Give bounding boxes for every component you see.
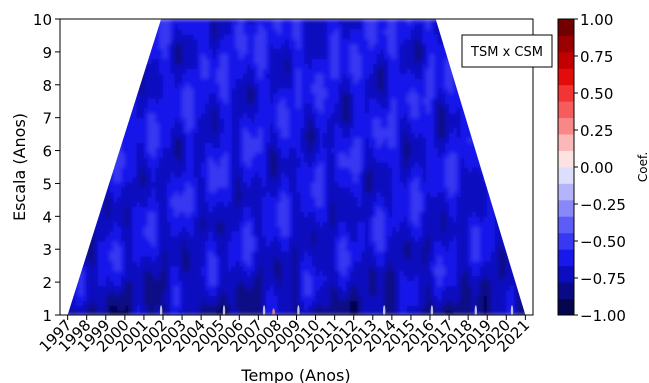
x-axis: 1997199819992000200120022003200420052006… (36, 315, 533, 356)
y-tick-label: 1 (42, 307, 52, 325)
colorbar-segment (558, 84, 574, 102)
colorbar: −1.00 −0.75 −0.50 −0.25 0.00 0.25 0.50 0.75 1.00 (557, 11, 626, 325)
colorbar-tick-label: −1.00 (580, 307, 626, 325)
colorbar-tick-label: 0.00 (580, 159, 613, 177)
y-axis: 1 2 3 4 5 6 7 8 9 10 (33, 11, 60, 325)
colorbar-segment (558, 19, 574, 36)
colorbar-tick-label: 0.75 (580, 48, 613, 66)
y-tick-label: 7 (42, 110, 52, 128)
x-axis-label: Tempo (Anos) (240, 366, 350, 383)
y-tick-label: 10 (33, 11, 52, 29)
colorbar-tick-label: 0.50 (580, 85, 613, 103)
colorbar-tick-label: −0.75 (580, 270, 626, 288)
colorbar-segment (558, 51, 574, 69)
colorbar-segment (558, 232, 574, 250)
colorbar-segment (558, 249, 574, 267)
colorbar-segment (558, 265, 574, 283)
y-axis-label: Escala (Anos) (10, 113, 29, 221)
y-tick-label: 5 (42, 175, 52, 193)
annotation-box: TSM x CSM (461, 34, 553, 68)
colorbar-segment (558, 199, 574, 217)
colorbar-segment (558, 150, 574, 168)
colorbar-segment (558, 216, 574, 234)
colorbar-segment (558, 298, 574, 316)
colorbar-segment (558, 35, 574, 53)
colorbar-tick-label: −0.50 (580, 233, 626, 251)
y-tick-label: 9 (42, 44, 52, 62)
colorbar-segment (558, 117, 574, 135)
plot-area (59, 18, 534, 316)
colorbar-segment (558, 134, 574, 151)
colorbar-segment (558, 282, 574, 299)
colorbar-segment (558, 68, 574, 86)
y-tick-label: 2 (42, 274, 52, 292)
colorbar-tick-label: 0.25 (580, 122, 613, 140)
colorbar-segment (558, 101, 574, 119)
y-tick-label: 6 (42, 143, 52, 161)
colorbar-tick-label: 1.00 (580, 11, 613, 29)
colorbar-segment (558, 167, 574, 184)
colorbar-tick-label: −0.25 (580, 196, 626, 214)
colorbar-segment (558, 183, 574, 201)
y-tick-label: 4 (42, 208, 52, 226)
annotation-text: TSM x CSM (470, 45, 543, 60)
colorbar-label: Coef. (636, 152, 649, 182)
y-tick-label: 8 (42, 77, 52, 95)
y-tick-label: 3 (42, 241, 52, 259)
